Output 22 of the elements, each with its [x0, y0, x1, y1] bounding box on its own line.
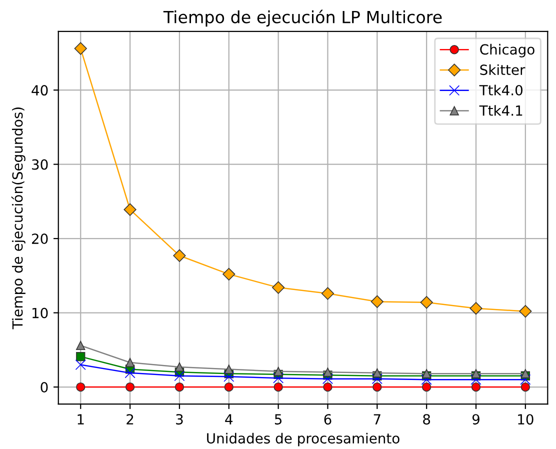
y-axis-title: Tiempo de ejecución(Segundos): [11, 108, 26, 330]
x-tick-label: 10: [518, 414, 534, 425]
x-tick-label: 5: [274, 414, 282, 425]
x-axis-title: Unidades de procesamiento: [207, 432, 400, 446]
y-tick-label: 40: [32, 85, 48, 96]
x-tick-label: 2: [126, 414, 134, 424]
legend-label: Chicago: [480, 44, 534, 58]
x-tick-label: 9: [472, 414, 480, 425]
x-tick-label: 8: [423, 414, 430, 425]
y-tick-label: 30: [32, 159, 48, 170]
x-tick-label: 4: [225, 414, 233, 424]
y-tick-label: 0: [40, 382, 48, 392]
y-tick-label: 10: [32, 308, 48, 318]
x-tick-label: 6: [324, 414, 332, 425]
chart-title: Tiempo de ejecución LP Multicore: [163, 10, 442, 27]
y-tick-label: 20: [32, 234, 48, 244]
x-tick-label: 1: [78, 414, 84, 424]
legend-label: Ttk4.1: [479, 105, 522, 116]
x-tick-label: 3: [176, 414, 183, 425]
legend-label: Skitter: [480, 64, 526, 76]
x-tick-label: 7: [374, 414, 380, 424]
legend-label: Ttk4.0: [479, 84, 522, 96]
